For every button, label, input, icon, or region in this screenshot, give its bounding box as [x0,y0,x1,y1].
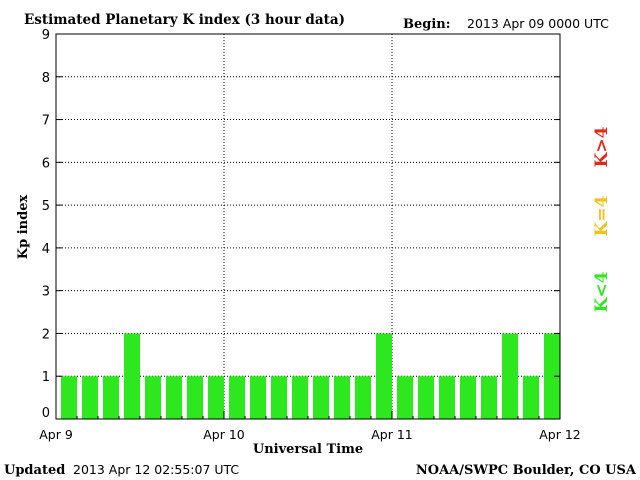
kp-bar [355,376,371,419]
kp-bar [481,376,497,419]
x-tick-label: Apr 9 [39,427,73,442]
kp-bar [82,376,98,419]
kp-bar [397,376,413,419]
x-tick-label: Apr 11 [371,427,413,442]
kp-bar [502,333,518,419]
axes: 0 1 2 3 4 5 6 7 8 9 Apr 9 Apr 10 Apr 11 Apr 12 [39,28,581,442]
y-tick-label: 9 [42,28,50,43]
y-tick-label: 4 [42,242,50,257]
kp-bar [103,376,119,419]
kp-bar [292,376,308,419]
kp-bar [313,376,329,419]
kp-bar [334,376,350,419]
kp-bar [166,376,182,419]
begin-label: Begin: [403,17,451,32]
bars [61,333,560,419]
kp-bar [124,333,140,419]
kp-bar [439,376,455,419]
kp-bar [271,376,287,419]
kp-bar [187,376,203,419]
kp-bar [544,333,560,419]
kp-bar [376,333,392,419]
kp-bar [523,376,539,419]
y-axis-label: Kp index [16,195,31,260]
begin-value: 2013 Apr 09 0000 UTC [467,16,609,31]
y-tick-label: 8 [42,71,50,86]
x-tick-label: Apr 12 [539,427,581,442]
kp-bar [418,376,434,419]
y-tick-label: 0 [42,406,50,421]
y-tick-label: 3 [42,285,50,300]
y-tick-label: 7 [42,114,50,129]
updated-value: 2013 Apr 12 02:55:07 UTC [73,462,239,477]
x-axis-label: Universal Time [253,442,363,457]
source-credit: NOAA/SWPC Boulder, CO USA [416,463,637,478]
kp-bar [145,376,161,419]
x-tick-label: Apr 10 [203,427,245,442]
kp-bar [229,376,245,419]
kp-bar [250,376,266,419]
updated-label: Updated [4,463,65,478]
chart-title: Estimated Planetary K index (3 hour data… [24,12,345,28]
legend-k-equals-4: K=4 [592,195,612,236]
y-tick-label: 6 [42,156,50,171]
kp-bar [61,376,77,419]
y-tick-label: 1 [42,370,50,385]
y-tick-label: 2 [42,327,50,342]
legend-k-less-4: K<4 [592,271,612,312]
y-tick-label: 5 [42,199,50,214]
kp-bar [460,376,476,419]
legend-k-greater-4: K>4 [592,126,612,167]
kp-bar [208,376,224,419]
